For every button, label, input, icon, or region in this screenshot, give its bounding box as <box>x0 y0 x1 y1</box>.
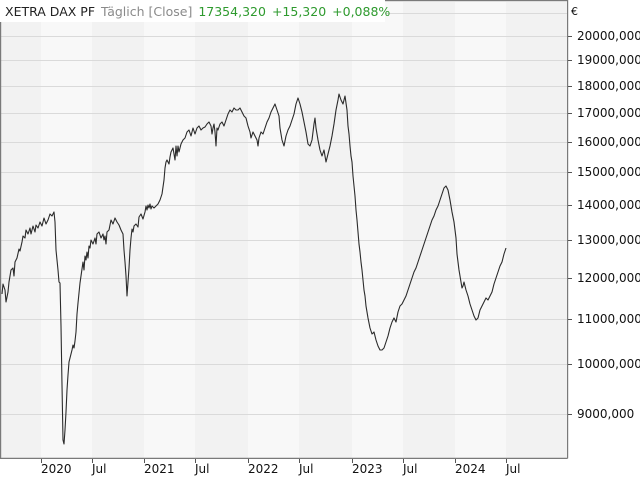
y-tick-label: 19000,000 <box>577 53 640 67</box>
price-change-percent: +0,088% <box>332 3 391 19</box>
y-tick-label: 12000,000 <box>577 271 640 285</box>
chart-legend: XETRA DAX PF Täglich [Close] 17354,320 +… <box>0 0 390 22</box>
x-tick-label: 2024 <box>455 462 486 476</box>
y-tick-label: 11000,000 <box>577 312 640 326</box>
x-tick-label: 2021 <box>144 462 175 476</box>
time-bands <box>1 2 567 458</box>
y-tick-label: 17000,000 <box>577 106 640 120</box>
y-tick-label: 16000,000 <box>577 135 640 149</box>
x-tick-label: Jul <box>195 462 210 476</box>
x-tick-label: Jul <box>299 462 314 476</box>
instrument-name: XETRA DAX PF <box>5 3 96 19</box>
plot-border <box>0 0 569 459</box>
y-tick-label: 9000,000 <box>577 407 635 421</box>
currency-label: € <box>571 5 578 18</box>
x-tick-label: Jul <box>506 462 521 476</box>
x-tick-label: 2023 <box>352 462 383 476</box>
y-tick-label: 13000,000 <box>577 233 640 247</box>
x-axis-ticks <box>41 459 507 463</box>
price-line <box>1 93 507 445</box>
period-label: Täglich [Close] <box>101 3 193 19</box>
x-tick-label: Jul <box>403 462 418 476</box>
y-axis-ticks <box>568 36 572 415</box>
price-change: +15,320 <box>271 3 327 19</box>
y-tick-label: 15000,000 <box>577 165 640 179</box>
x-tick-label: Jul <box>92 462 107 476</box>
gridlines <box>1 13 567 415</box>
last-price: 17354,320 <box>198 3 266 19</box>
y-tick-label: 18000,000 <box>577 79 640 93</box>
y-tick-label: 14000,000 <box>577 198 640 212</box>
y-tick-label: 10000,000 <box>577 357 640 371</box>
x-tick-label: 2022 <box>248 462 279 476</box>
x-tick-label: 2020 <box>41 462 72 476</box>
y-tick-label: 20000,000 <box>577 29 640 43</box>
